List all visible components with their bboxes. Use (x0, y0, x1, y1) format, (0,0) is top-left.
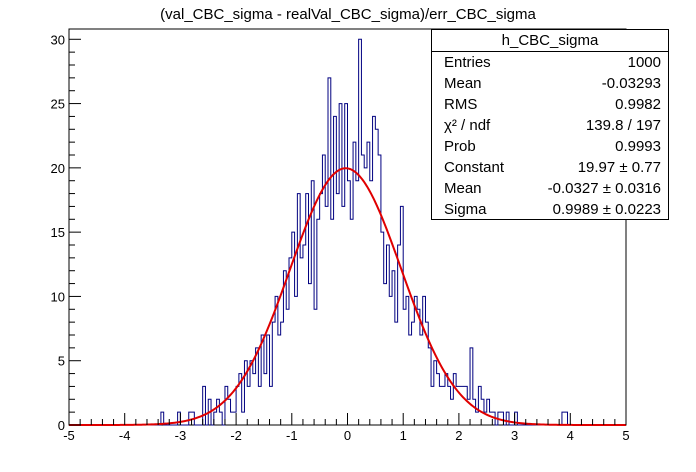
stats-label: Sigma (444, 201, 487, 218)
stats-row-rms: RMS 0.9982 (432, 94, 668, 115)
y-tick-label: 20 (51, 161, 65, 176)
gaussian-fit-curve (69, 167, 626, 426)
stats-value: 0.9989 ± 0.0223 (552, 201, 661, 218)
stats-row-prob: Prob 0.9993 (432, 136, 668, 157)
y-tick-label: 25 (51, 97, 65, 112)
x-tick-label: 3 (511, 428, 518, 443)
x-tick-label: -2 (230, 428, 242, 443)
x-tick-label: -1 (286, 428, 298, 443)
stats-row-constant: Constant 19.97 ± 0.77 (432, 157, 668, 178)
stats-row-mean: Mean -0.03293 (432, 73, 668, 94)
stats-row-sigma: Sigma 0.9989 ± 0.0223 (432, 199, 668, 220)
stats-label: Mean (444, 180, 482, 197)
x-tick-label: -5 (63, 428, 75, 443)
x-tick-label: 4 (567, 428, 574, 443)
stats-label: Mean (444, 75, 482, 92)
stats-value: 1000 (627, 54, 661, 71)
y-tick-label: 0 (58, 418, 65, 433)
x-tick-label: 0 (344, 428, 351, 443)
stats-label: Entries (444, 54, 491, 71)
x-tick-label: -3 (175, 428, 187, 443)
stats-label: Constant (444, 159, 505, 176)
x-tick-label: 1 (400, 428, 407, 443)
stats-value: 0.9982 (615, 96, 661, 113)
x-tick-label: 2 (455, 428, 462, 443)
stats-label: RMS (444, 96, 478, 113)
stats-value: -0.03293 (601, 75, 661, 92)
x-tick-label: -4 (119, 428, 131, 443)
stats-box: h_CBC_sigma Entries 1000 Mean -0.03293 R… (431, 29, 669, 220)
y-tick-label: 30 (51, 32, 65, 47)
stats-row-chi2: χ² / ndf 139.8 / 197 (432, 115, 668, 136)
stats-label: χ² / ndf (444, 117, 491, 134)
y-tick-label: 5 (58, 354, 65, 369)
y-tick-label: 15 (51, 225, 65, 240)
histogram-bars (69, 38, 626, 426)
stats-label: Prob (444, 138, 476, 155)
stats-value: 0.9993 (615, 138, 661, 155)
stats-row-entries: Entries 1000 (432, 52, 668, 73)
stats-value: -0.0327 ± 0.0316 (547, 180, 661, 197)
x-tick-label: 5 (622, 428, 629, 443)
chart-title: (val_CBC_sigma - realVal_CBC_sigma)/err_… (160, 6, 536, 23)
stats-value: 19.97 ± 0.77 (577, 159, 661, 176)
stats-box-title: h_CBC_sigma (432, 30, 668, 52)
stats-value: 139.8 / 197 (585, 117, 661, 134)
stats-row-fit-mean: Mean -0.0327 ± 0.0316 (432, 178, 668, 199)
y-tick-label: 10 (51, 289, 65, 304)
